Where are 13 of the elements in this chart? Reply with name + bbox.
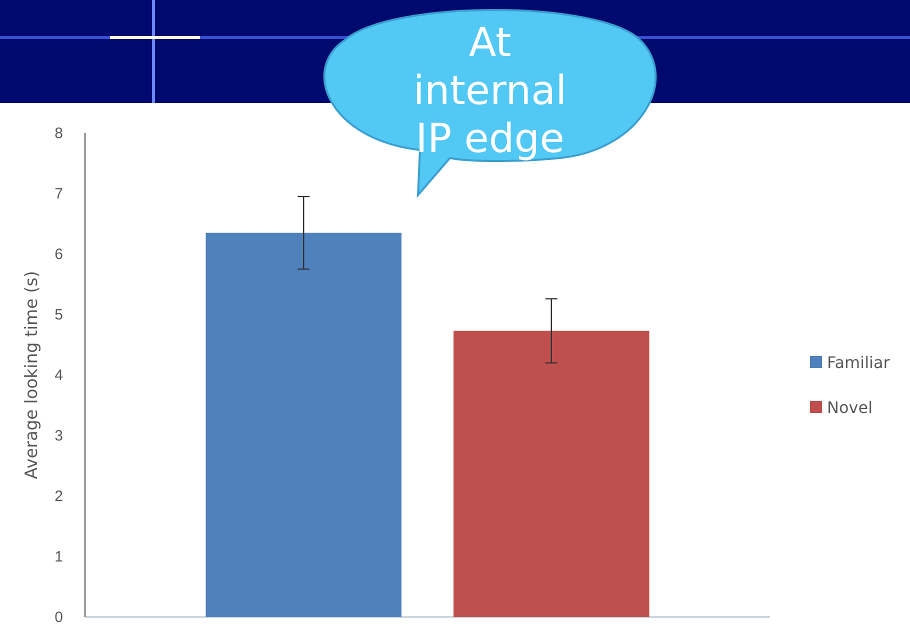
- y-tick-label: 1: [54, 548, 63, 566]
- annotation: At internal IP edge: [413, 20, 567, 162]
- y-tick-label: 7: [54, 185, 63, 202]
- y-tick-label: 4: [54, 366, 63, 384]
- y-tick-label: 8: [54, 124, 63, 142]
- y-tick-label: 2: [54, 488, 63, 505]
- y-tick-label: 0: [54, 608, 63, 626]
- y-axis-title: Average looking time (s): [22, 270, 42, 480]
- legend-label: Familiar: [827, 353, 890, 372]
- y-tick-label: 5: [54, 306, 63, 324]
- legend-label: Novel: [827, 398, 873, 417]
- y-tick-label: 3: [54, 427, 63, 444]
- y-tick-label: 6: [54, 246, 63, 263]
